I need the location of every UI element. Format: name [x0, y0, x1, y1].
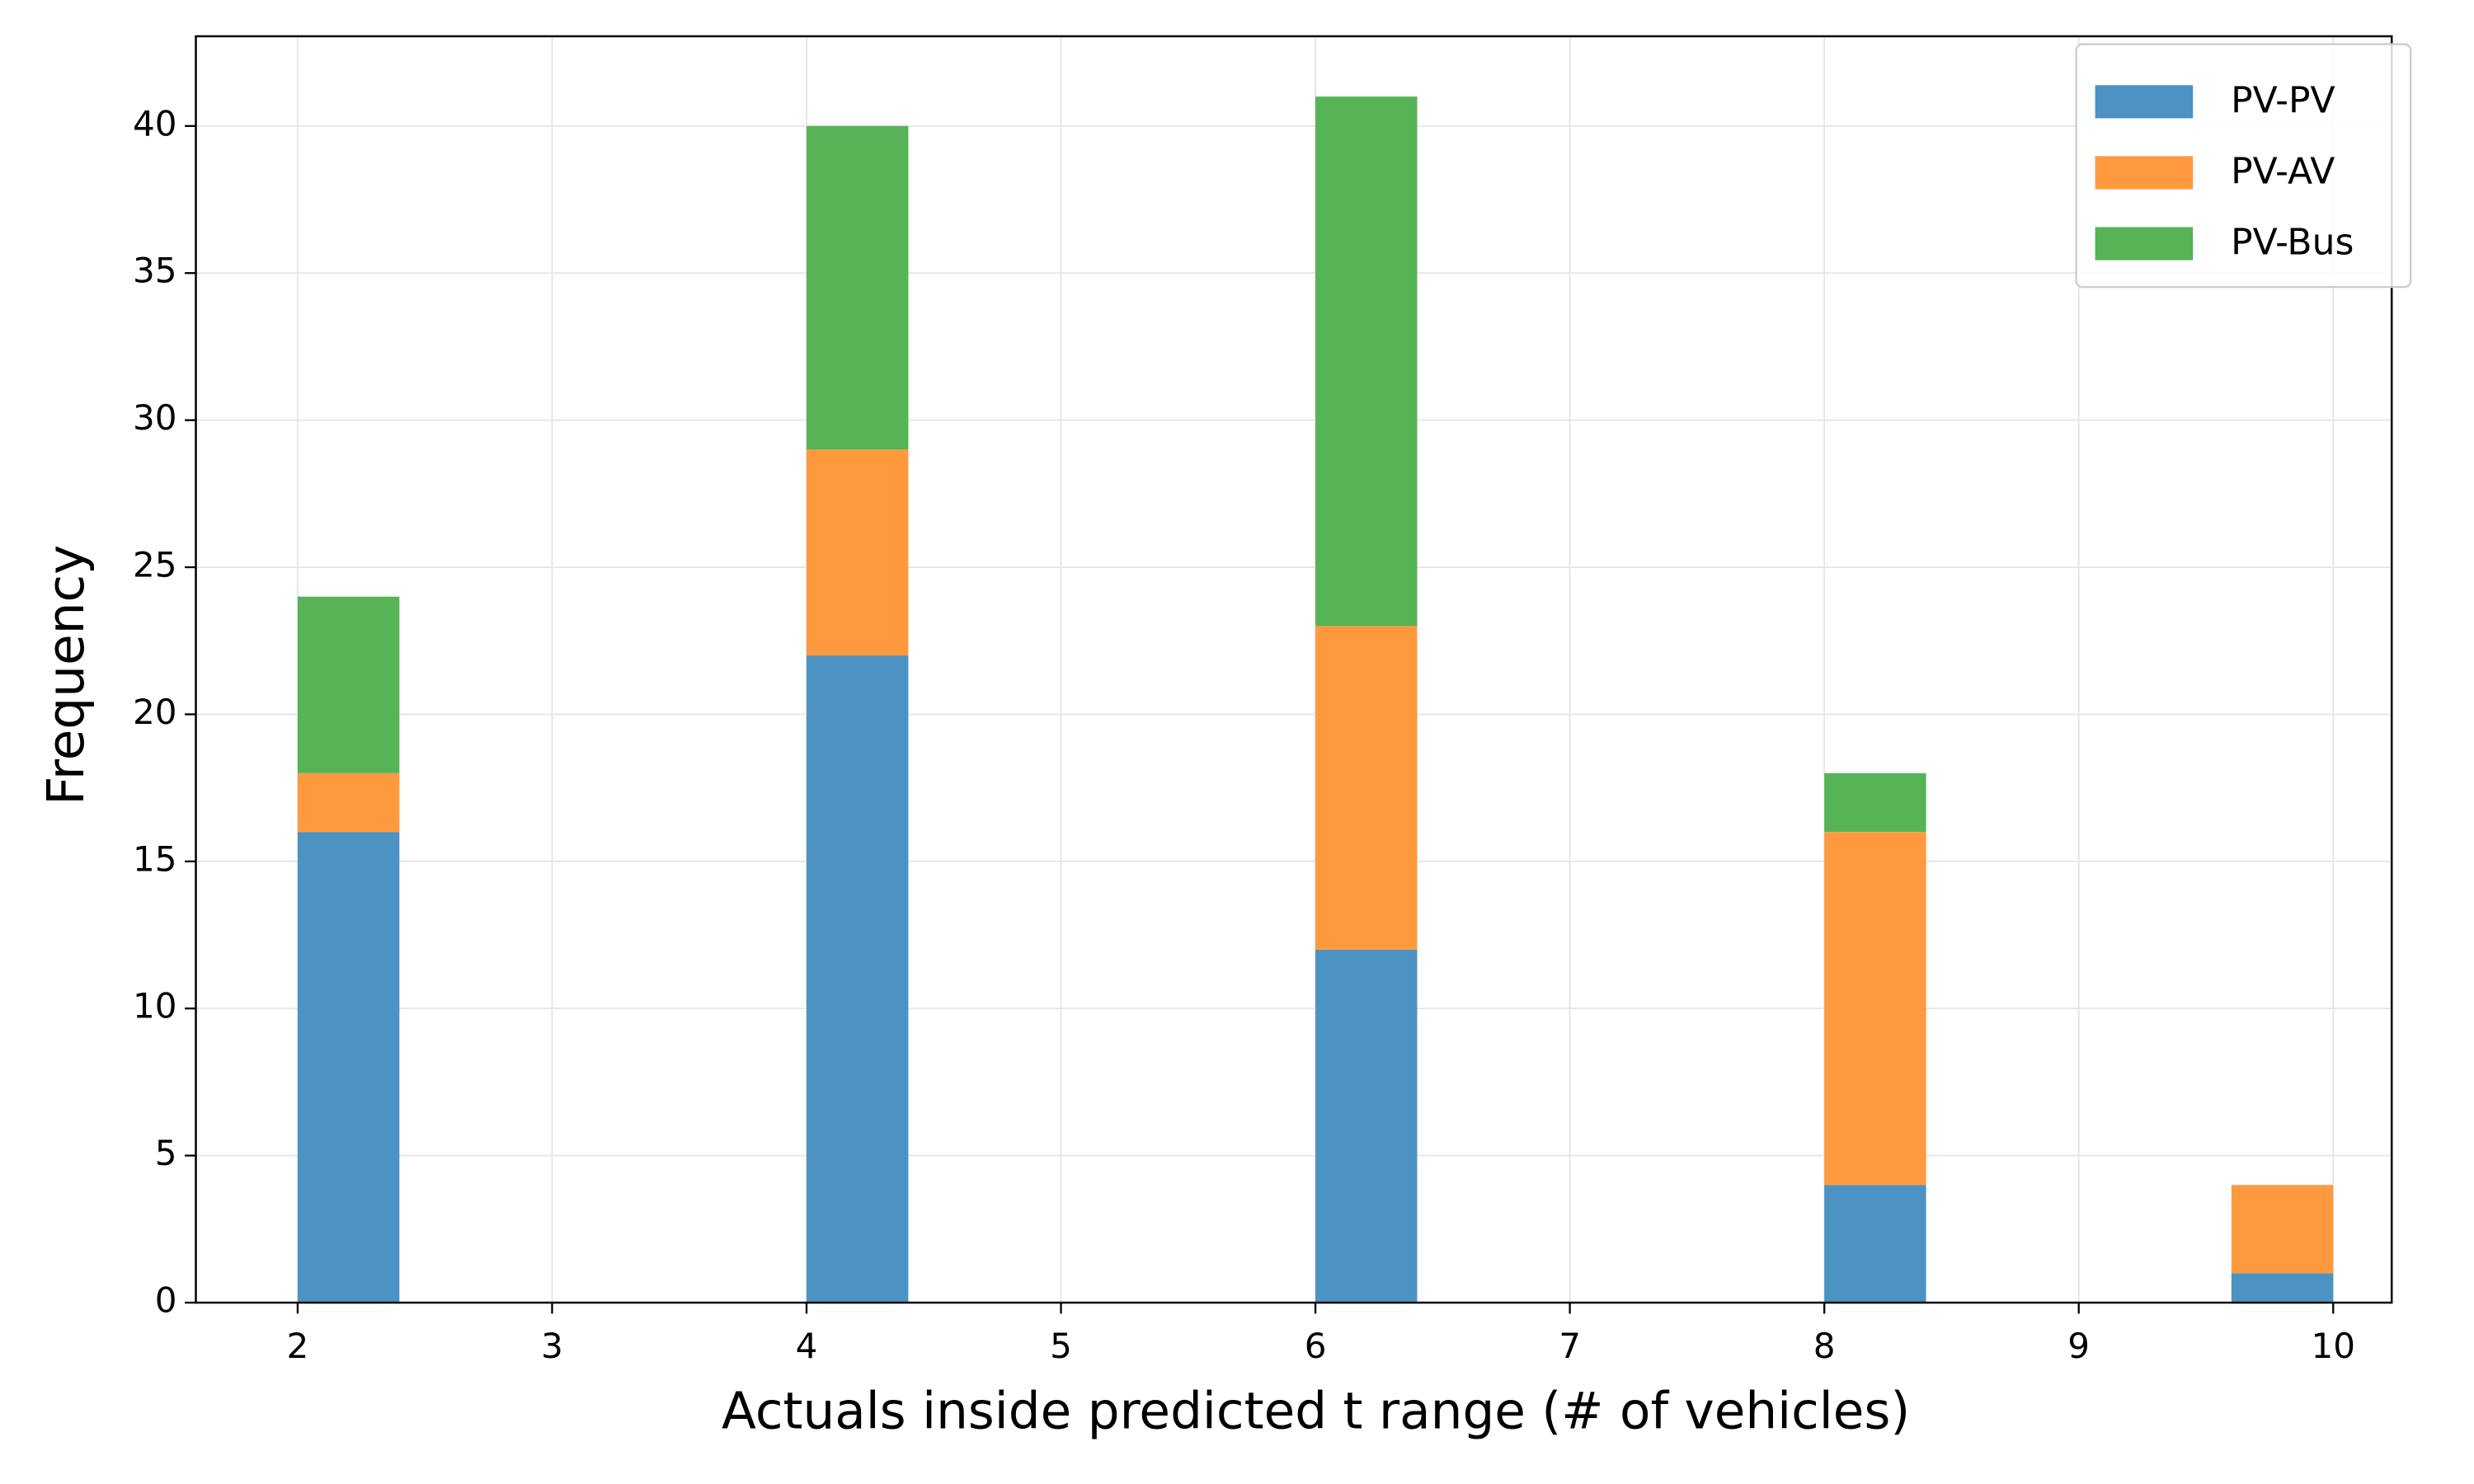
x-tick-label: 6: [1305, 1326, 1327, 1366]
y-tick-label: 20: [133, 692, 177, 732]
legend-label: PV-PV: [2231, 79, 2335, 121]
y-tick-label: 15: [133, 838, 177, 879]
x-tick-label: 4: [796, 1326, 818, 1366]
bar-segment: [297, 832, 400, 1303]
x-tick-label: 7: [1559, 1326, 1581, 1366]
y-tick-label: 0: [155, 1280, 177, 1321]
y-tick-label: 25: [133, 545, 177, 585]
bar-segment: [1824, 773, 1926, 833]
x-tick-label: 9: [2067, 1326, 2090, 1366]
bar-segment: [807, 125, 909, 450]
y-tick-label: 30: [133, 397, 177, 438]
bar-segment: [1824, 832, 1926, 1186]
legend-label: PV-Bus: [2231, 221, 2354, 263]
bar-segment: [2231, 1273, 2334, 1303]
plot-frame: [195, 35, 2393, 1304]
y-tick-label: 10: [133, 986, 177, 1026]
legend-swatch: [2095, 85, 2194, 119]
x-tick-label: 2: [287, 1326, 309, 1366]
y-axis-label: Frequency: [37, 545, 96, 805]
bar-segment: [297, 773, 400, 833]
bar-segment: [807, 449, 909, 656]
legend-label: PV-AV: [2231, 150, 2335, 192]
legend-swatch: [2095, 227, 2194, 261]
bar-segment: [807, 655, 909, 1303]
bar-segment: [1315, 626, 1418, 950]
y-tick-label: 40: [133, 103, 177, 143]
x-tick-label: 3: [541, 1326, 563, 1366]
bar-segment: [1315, 96, 1418, 627]
x-tick-label: 8: [1813, 1326, 1836, 1366]
x-axis-label: Actuals inside predicted t range (# of v…: [722, 1382, 1910, 1440]
x-tick-label: 5: [1050, 1326, 1072, 1366]
bar-segment: [1824, 1185, 1926, 1303]
bar-segment: [2231, 1185, 2334, 1274]
legend-swatch: [2095, 156, 2194, 190]
legend: PV-PV PV-AV PV-Bus: [2075, 43, 2412, 289]
y-tick-label: 5: [155, 1133, 177, 1173]
y-tick-label: 35: [133, 251, 177, 291]
bar-segment: [1315, 949, 1418, 1303]
bar-segment: [297, 596, 400, 773]
x-tick-label: 10: [2311, 1326, 2355, 1366]
